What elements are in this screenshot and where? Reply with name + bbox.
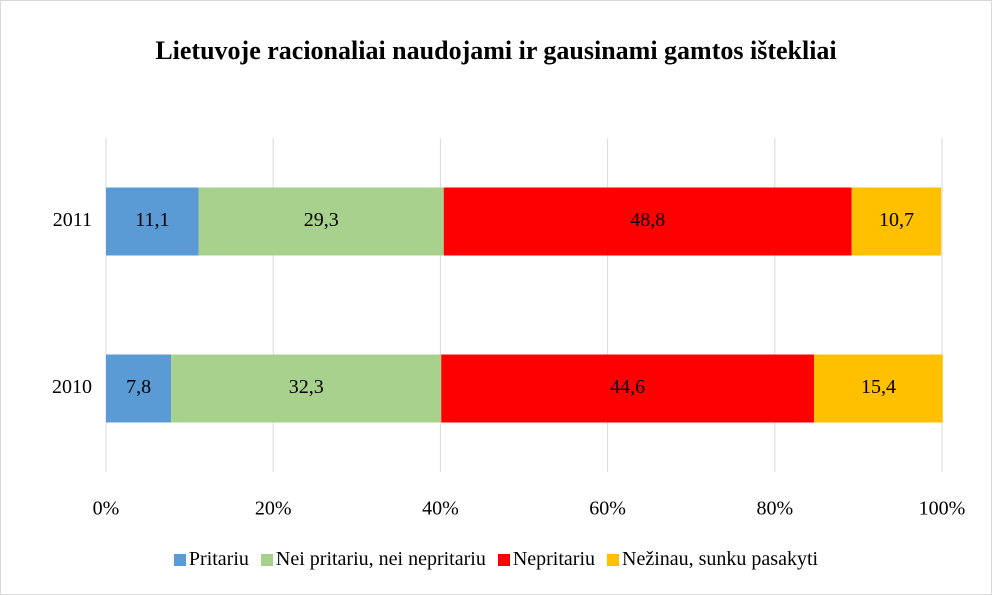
data-label: 7,8 bbox=[126, 376, 151, 398]
bar-segment bbox=[851, 187, 942, 256]
legend-swatch bbox=[173, 553, 186, 566]
bar-segment bbox=[106, 354, 172, 423]
legend-item: Pritariu bbox=[173, 548, 249, 571]
legend-swatch bbox=[260, 553, 273, 566]
chart-title: Lietuvoje racionaliai naudojami ir gausi… bbox=[155, 36, 837, 65]
legend-label: Nei pritariu, nei nepritariu bbox=[275, 548, 486, 570]
bar-segment bbox=[441, 354, 815, 423]
data-label: 10,7 bbox=[879, 209, 914, 231]
x-tick-label: 80% bbox=[756, 498, 793, 520]
data-label: 29,3 bbox=[304, 209, 339, 231]
data-label: 11,1 bbox=[135, 209, 169, 231]
data-label: 32,3 bbox=[289, 376, 324, 398]
data-label: 15,4 bbox=[861, 376, 896, 398]
bar-segment bbox=[443, 187, 852, 256]
x-tick-label: 0% bbox=[93, 498, 120, 520]
data-label: 48,8 bbox=[630, 209, 665, 231]
data-label: 44,6 bbox=[610, 376, 645, 398]
x-tick-label: 60% bbox=[589, 498, 626, 520]
bar-segment bbox=[814, 354, 943, 423]
y-tick-label: 2010 bbox=[52, 376, 92, 398]
legend-label: Nepritariu bbox=[512, 548, 596, 570]
legend-item: Nežinau, sunku pasakyti bbox=[607, 548, 818, 571]
x-tick-label: 40% bbox=[422, 498, 459, 520]
legend-swatch bbox=[607, 553, 620, 566]
legend-swatch bbox=[497, 553, 510, 566]
legend-label: Pritariu bbox=[188, 548, 249, 570]
y-tick-label: 2011 bbox=[53, 209, 92, 231]
legend-item: Nei pritariu, nei nepritariu bbox=[260, 548, 486, 571]
bar-segment bbox=[171, 354, 442, 423]
legend-item: Nepritariu bbox=[497, 548, 596, 571]
bar-segment bbox=[198, 187, 444, 256]
x-tick-label: 20% bbox=[255, 498, 292, 520]
x-tick-label: 100% bbox=[919, 498, 966, 520]
legend: Pritariu Nei pritariu, nei nepritariu Nepr… bbox=[0, 548, 992, 571]
legend-label: Nežinau, sunku pasakyti bbox=[622, 548, 819, 570]
bar-segment bbox=[106, 187, 199, 256]
